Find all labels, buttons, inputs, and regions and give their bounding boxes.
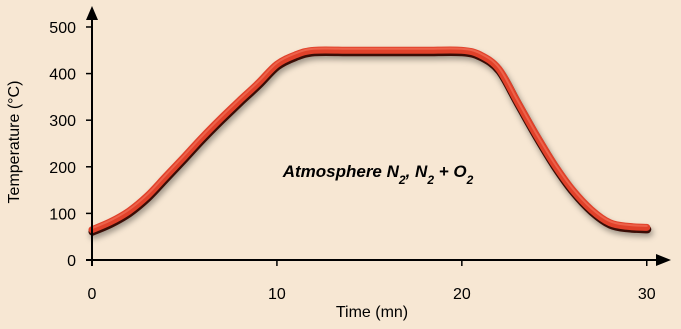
atmosphere-annotation: Atmosphere N2, N2 + O2 <box>282 162 474 187</box>
x-tick-label: 20 <box>453 286 471 303</box>
y-axis-ticks: 0 100 200 300 400 500 <box>49 20 92 270</box>
y-tick-label: 400 <box>49 67 76 84</box>
x-axis-arrow-icon <box>656 254 671 266</box>
y-tick-label: 0 <box>67 253 76 270</box>
series-line-shadow <box>89 50 654 240</box>
series-line-highlight <box>91 47 648 230</box>
x-tick-label: 30 <box>638 286 656 303</box>
y-axis-arrow-icon <box>86 6 98 20</box>
annotation-subscript: 2 <box>426 173 434 187</box>
series-line-edge <box>88 47 652 236</box>
y-tick-label: 100 <box>49 206 76 223</box>
y-tick-label: 200 <box>49 160 76 177</box>
annotation-text: + O <box>434 162 467 181</box>
annotation-subscript: 2 <box>398 173 406 187</box>
annotation-subscript: 2 <box>466 173 474 187</box>
annotation-text: , N <box>405 162 428 181</box>
series-layer <box>88 46 654 240</box>
y-axis-label: Temperature (°C) <box>6 81 23 204</box>
x-axis-label: Time (mn) <box>336 304 408 321</box>
y-tick-label: 300 <box>49 113 76 130</box>
x-axis-ticks: 0 10 20 30 <box>88 260 656 303</box>
annotation-text: Atmosphere N <box>282 162 400 181</box>
y-tick-label: 500 <box>49 20 76 37</box>
series-line <box>88 46 651 234</box>
x-tick-label: 10 <box>268 286 286 303</box>
x-tick-label: 0 <box>88 286 97 303</box>
